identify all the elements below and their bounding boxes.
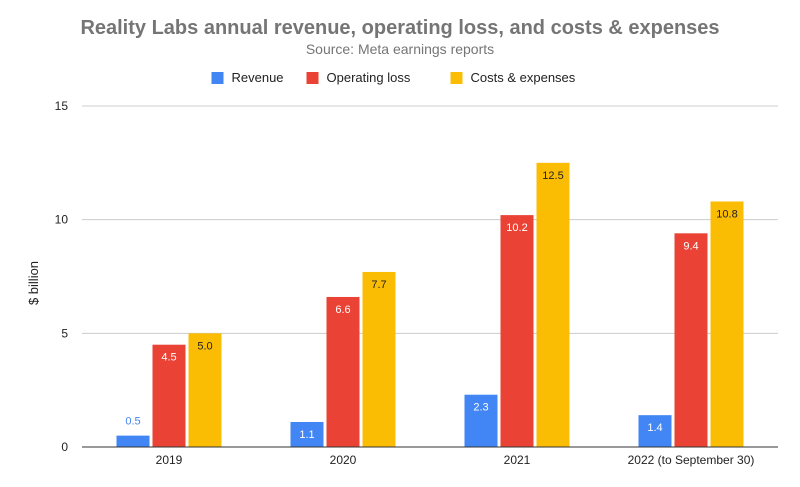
data-label: 1.4 — [647, 422, 662, 434]
bar — [188, 333, 222, 447]
chart-title: Reality Labs annual revenue, operating l… — [80, 17, 719, 39]
bars: 0.5 4.5 5.0 1.1 6.6 7.7 2.3 10.2 12.5 1.4 9.4 10.8 — [116, 162, 744, 448]
bar — [290, 421, 324, 447]
legend-swatch — [450, 72, 463, 84]
data-label: 12.5 — [542, 170, 563, 182]
x-axis: 2019 2020 2021 2022 (to September 30) — [82, 446, 778, 467]
y-tick-label: 10 — [55, 213, 69, 227]
legend-label: Operating loss — [327, 70, 411, 85]
bar — [710, 201, 744, 447]
data-label: 10.8 — [716, 208, 737, 220]
y-tick-label: 15 — [55, 99, 69, 113]
legend-label: Costs & expenses — [471, 70, 576, 85]
y-tick-label: 0 — [61, 440, 68, 454]
x-tick-label: 2022 (to September 30) — [628, 453, 755, 467]
data-label: 4.5 — [161, 352, 176, 364]
bar — [674, 233, 708, 447]
legend-label: Revenue — [232, 70, 284, 85]
data-label: 0.5 — [125, 416, 140, 428]
bar — [152, 344, 186, 447]
bar — [116, 435, 150, 447]
y-axis-label: $ billion — [26, 261, 41, 305]
bar — [638, 415, 672, 447]
chart-subtitle: Source: Meta earnings reports — [306, 41, 494, 57]
data-label: 5.0 — [197, 340, 212, 352]
y-tick-label: 5 — [61, 326, 68, 340]
data-label: 9.4 — [683, 240, 698, 252]
x-tick-label: 2020 — [330, 453, 357, 467]
bar — [326, 296, 360, 447]
data-label: 10.2 — [506, 222, 527, 234]
data-label: 7.7 — [371, 279, 386, 291]
bar — [536, 162, 570, 448]
legend-swatch — [306, 72, 319, 84]
x-tick-label: 2021 — [504, 453, 531, 467]
data-label: 6.6 — [335, 304, 350, 316]
bar — [362, 271, 396, 447]
legend: Revenue Operating loss Costs & expenses — [211, 70, 576, 85]
x-tick-label: 2019 — [156, 453, 183, 467]
data-label: 2.3 — [473, 402, 488, 414]
bar — [500, 215, 534, 447]
bar — [464, 394, 498, 447]
data-label: 1.1 — [299, 429, 314, 441]
legend-swatch — [211, 72, 224, 84]
